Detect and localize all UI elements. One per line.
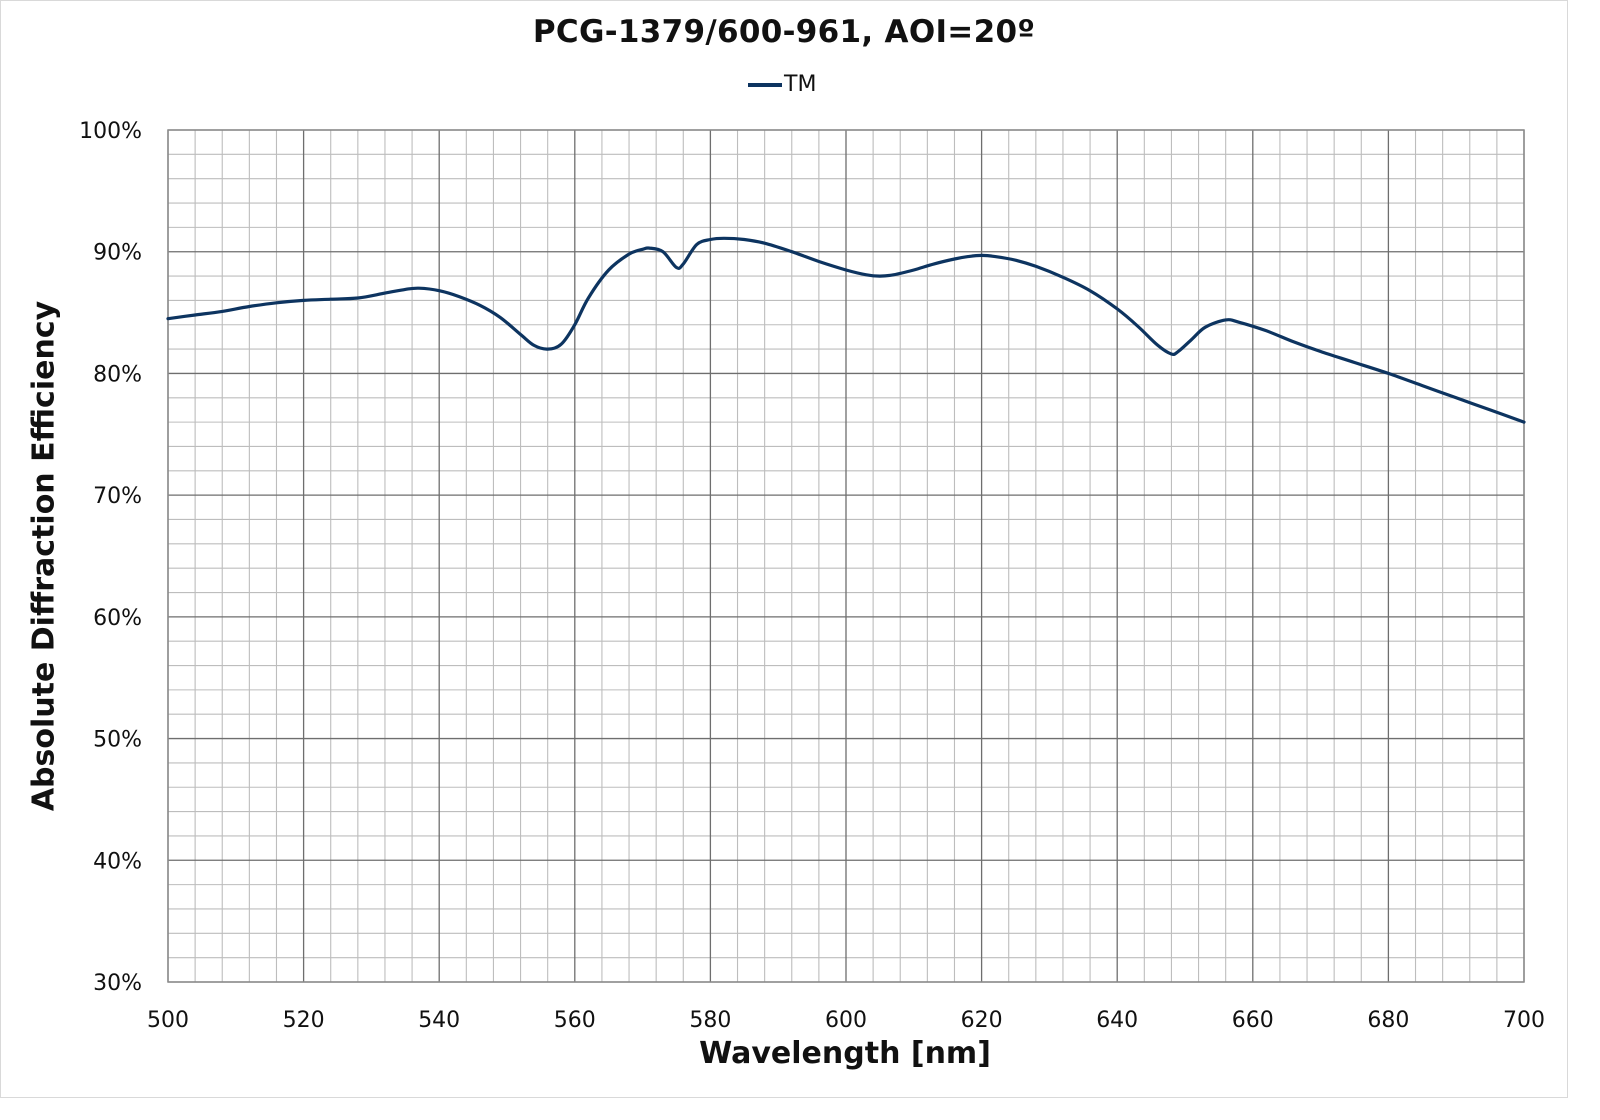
y-tick-label: 30% [93,971,142,996]
y-tick-label: 40% [93,849,142,874]
chart-frame [0,0,1568,1098]
x-tick-label: 700 [1503,1008,1545,1033]
x-tick-label: 540 [418,1008,460,1033]
y-axis-tick-labels: 30% 40% 50% 60% 70% 80% 90% 100% [79,119,142,996]
y-tick-label: 90% [93,241,142,266]
x-tick-label: 660 [1232,1008,1274,1033]
x-tick-label: 600 [825,1008,867,1033]
chart-title: PCG-1379/600-961, AOI=20º [532,14,1036,50]
legend-label-tm: TM [784,72,817,97]
x-tick-label: 640 [1096,1008,1138,1033]
x-tick-label: 620 [961,1008,1003,1033]
legend-line-swatch-icon [748,82,782,87]
legend: TM [748,72,816,97]
y-tick-label: 80% [93,362,142,387]
x-axis-tick-labels: 500 520 540 560 580 600 620 640 660 680 700 [147,1008,1545,1033]
x-tick-label: 580 [689,1008,731,1033]
x-tick-label: 500 [147,1008,189,1033]
series-line-tm [166,236,1526,424]
x-tick-label: 680 [1367,1008,1409,1033]
plot-area: 30% 40% 50% 60% 70% 80% 90% 100% 500 520 540 560 58… [79,119,1545,1033]
major-gridlines [167,129,1525,983]
plot-border [167,129,1525,983]
x-tick-label: 560 [554,1008,596,1033]
x-tick-label: 520 [283,1008,325,1033]
y-tick-label: 100% [79,119,142,144]
y-tick-label: 50% [93,728,142,753]
y-tick-label: 70% [93,484,142,509]
x-axis-title: Wavelength [nm] [699,1036,991,1071]
y-tick-label: 60% [93,606,142,631]
